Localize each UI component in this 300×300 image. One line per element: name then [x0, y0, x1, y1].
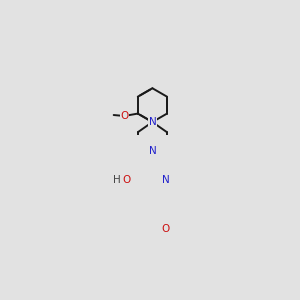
Text: O: O — [161, 224, 169, 233]
Text: H: H — [113, 175, 121, 184]
Text: N: N — [148, 117, 156, 127]
Text: N: N — [148, 146, 156, 156]
Text: O: O — [123, 175, 131, 184]
Text: O: O — [120, 111, 128, 121]
Text: N: N — [162, 175, 170, 185]
